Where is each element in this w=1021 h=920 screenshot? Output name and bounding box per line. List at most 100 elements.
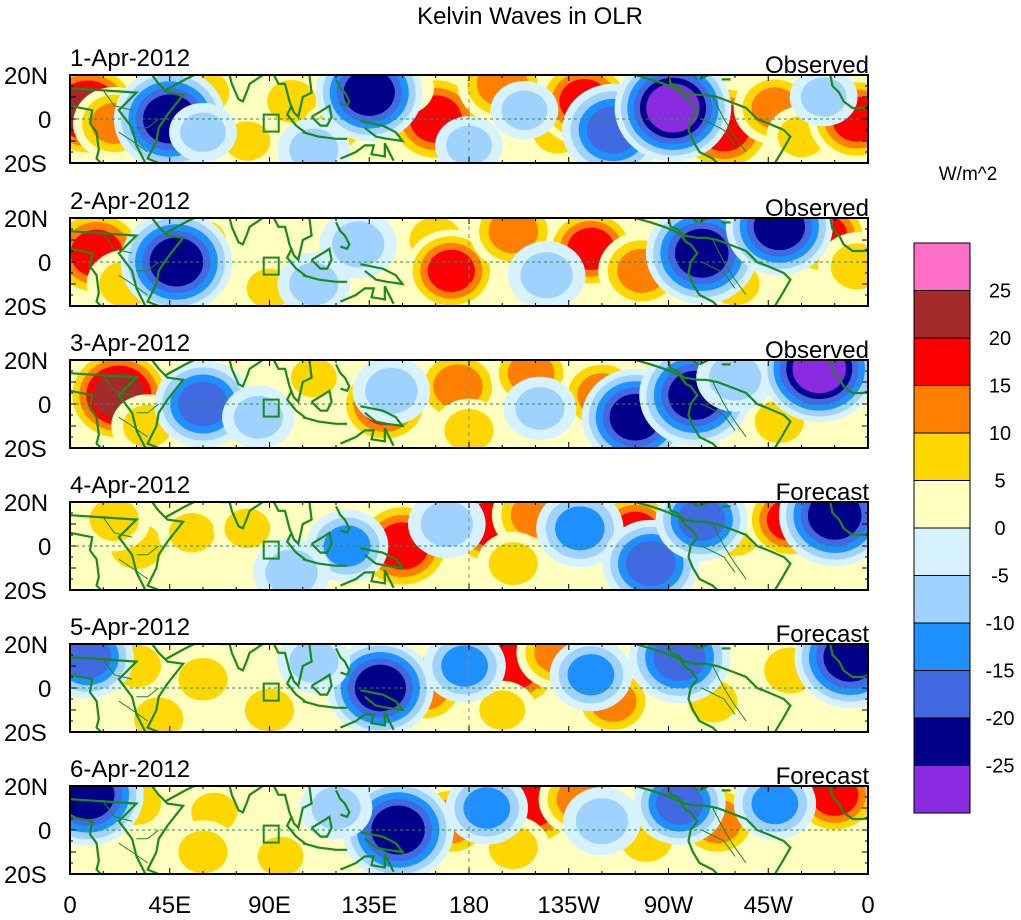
positive-anomaly [178,657,228,701]
y-tick-label: 20N [4,490,48,517]
colorbar-swatch [913,337,971,386]
coastline [360,547,405,570]
negative-anomaly [515,387,565,430]
negative-anomaly [555,506,605,551]
positive-anomaly [267,80,317,123]
country-border [712,523,747,580]
negative-anomaly [343,75,395,116]
coastline [285,532,306,561]
country-border [712,807,747,864]
colorbar-swatch [913,622,971,671]
country-border [136,403,160,414]
country-border [118,842,148,864]
coastline [220,218,264,246]
coastline [302,842,348,851]
coastline [70,815,102,874]
coastline [667,218,792,306]
coastline [339,853,395,873]
y-tick-label: 20S [4,578,47,605]
panel-type-label: Observed [765,195,869,222]
positive-anomaly [488,218,539,254]
x-tick-label: 90E [248,892,291,919]
coastline [302,558,348,567]
negative-anomaly [800,77,847,117]
country-border [102,659,133,680]
coastline [310,388,333,412]
coastline [335,789,351,819]
positive-anomaly [488,542,538,585]
country-border [136,118,160,129]
coastline [164,502,195,519]
country-border [118,558,148,580]
colorbar-swatch [913,385,971,434]
coastline [829,360,868,395]
coastline [220,786,264,814]
negative-anomaly [289,644,339,683]
coastline [360,689,405,712]
positive-anomaly [479,690,526,730]
coastline [339,142,395,162]
x-tick-label: 90W [644,892,694,919]
coastline [220,360,264,388]
colorbar-swatch [913,717,971,766]
coastline [310,814,333,838]
coastline [310,246,333,270]
coastline [272,644,313,688]
country-border [712,665,747,722]
panels: 20N 0 20S 1-Apr-2012 Observed 20N 0 20S 2-Apr-20… [4,45,869,889]
panel-date: 2-Apr-2012 [70,188,190,215]
panel-date: 5-Apr-2012 [70,614,190,641]
coastline [285,816,306,845]
country-border [118,416,148,438]
coastline [272,786,313,830]
y-tick-label: 20N [4,774,48,801]
coastline [667,644,792,732]
negative-anomaly [520,252,573,299]
colorbar-swatch [913,765,971,814]
country-border [102,375,133,396]
panel-1: 20N 0 20S 1-Apr-2012 Observed [4,45,869,178]
x-tick-label: 45W [744,892,794,919]
negative-anomaly [441,645,488,687]
negative-anomaly [365,367,418,414]
coastline [634,644,719,732]
y-tick-label: 0 [38,818,51,845]
negative-anomaly [446,125,492,163]
coastline [272,502,313,546]
colorbar-tick-label: 5 [994,471,1005,493]
coastline [335,78,351,108]
colorbar-tick-label: 0 [994,518,1005,540]
positive-anomaly [169,513,215,553]
colorbar-swatch [913,670,971,719]
negative-anomaly [646,83,700,133]
x-axis: 0 45E 90E 135E 180 135W 90W 45W 0 [63,892,874,919]
colorbar-tick-label: 15 [989,376,1011,398]
coastline [272,360,313,404]
coastline [339,285,395,305]
negative-anomaly [311,786,361,830]
country-border [118,700,148,722]
x-tick-label: 180 [449,892,489,919]
country-border [102,517,133,538]
y-tick-label: 20N [4,206,48,233]
chart-title: Kelvin Waves in OLR [417,3,643,30]
country-border [712,96,747,153]
negative-anomaly [501,90,548,130]
negative-anomaly [567,654,615,696]
coastline [164,218,195,235]
colorbar-tick-label: 20 [989,328,1011,350]
colorbar-swatch [913,242,971,291]
country-border [118,131,148,153]
colorbar-swatch [913,527,971,576]
negative-anomaly [331,221,385,268]
panel-type-label: Observed [765,337,869,364]
olr-field [70,218,868,306]
y-tick-label: 0 [38,534,51,561]
coastline [829,644,868,679]
coastline [634,360,719,448]
coastline [360,831,405,854]
coastline [634,75,719,163]
panel-4: 20N 0 20S 4-Apr-2012 Forecast [4,472,869,605]
coastline [335,221,351,251]
country-border [136,261,160,272]
